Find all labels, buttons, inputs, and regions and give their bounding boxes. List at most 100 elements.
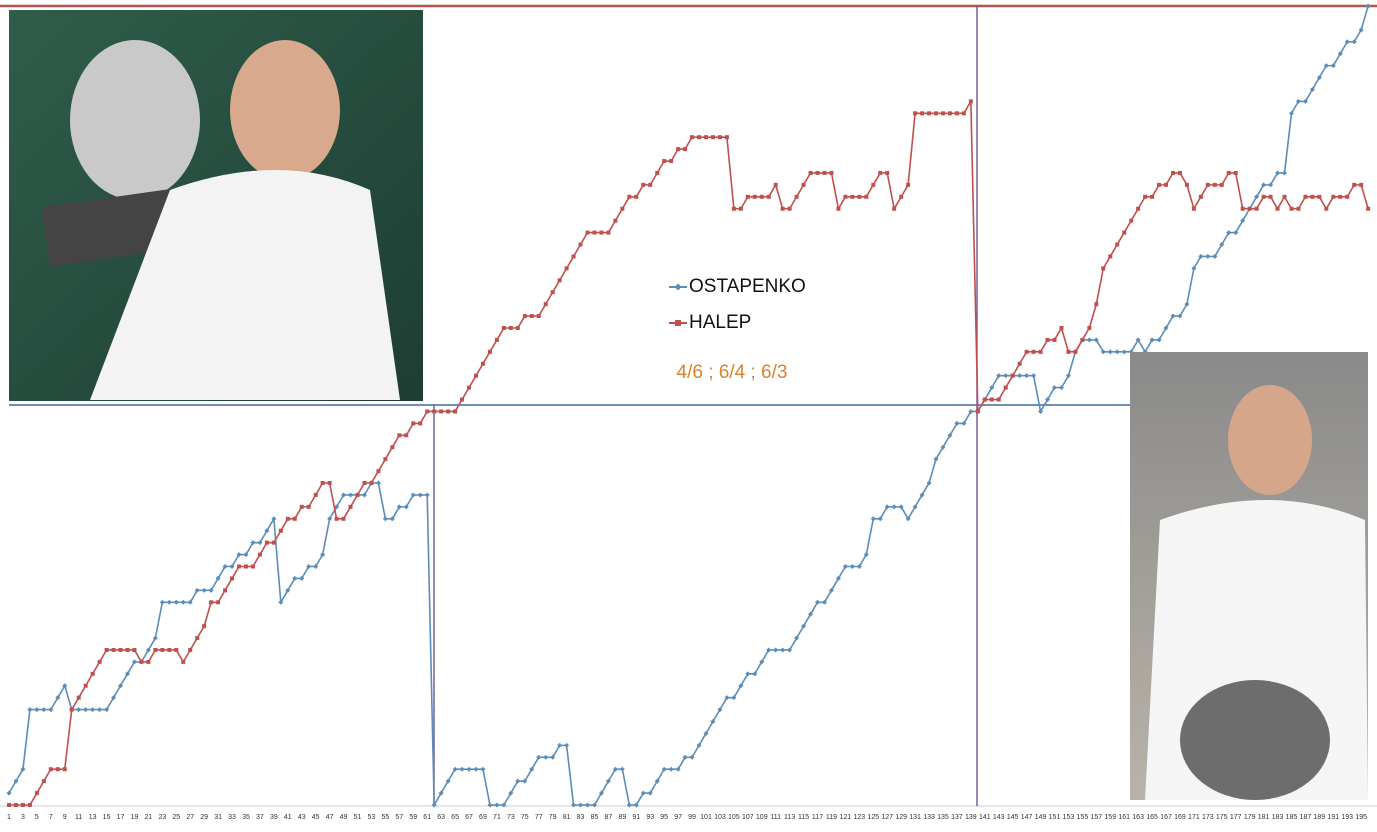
point (1330, 63, 1336, 69)
point (494, 337, 499, 342)
point (13, 803, 18, 807)
point (704, 135, 708, 140)
x-tick-label: 7 (49, 814, 53, 821)
x-tick-label: 191 (1327, 814, 1339, 821)
x-tick-label: 115 (798, 814, 809, 821)
point (884, 504, 890, 510)
point (1295, 98, 1301, 104)
x-tick-label: 167 (1160, 814, 1172, 821)
point (822, 170, 827, 175)
x-tick-label: 53 (368, 814, 376, 821)
x-tick-label: 91 (632, 814, 640, 821)
point (1121, 349, 1127, 355)
point (466, 766, 472, 772)
point (152, 635, 158, 641)
x-tick-label: 95 (660, 814, 668, 821)
point (424, 492, 430, 498)
x-tick-label: 77 (535, 814, 543, 821)
x-tick-label: 129 (895, 814, 907, 821)
point (97, 659, 102, 664)
point (62, 683, 68, 689)
point (411, 421, 416, 426)
point (90, 707, 96, 713)
x-tick-label: 83 (577, 814, 585, 821)
point (187, 599, 193, 605)
point (194, 587, 200, 593)
point (1087, 325, 1092, 330)
point (146, 659, 151, 664)
point (1275, 206, 1280, 211)
point (1031, 349, 1036, 354)
x-tick-label: 165 (1146, 814, 1158, 821)
point (648, 182, 653, 187)
x-tick-label: 1 (7, 814, 11, 821)
x-tick-label: 109 (756, 814, 768, 821)
point (1038, 349, 1043, 354)
point (83, 707, 89, 713)
point (27, 803, 32, 807)
point (752, 671, 758, 677)
point (264, 540, 269, 545)
point (627, 194, 632, 199)
point (905, 516, 911, 522)
point (864, 194, 869, 199)
x-tick-label: 39 (270, 814, 278, 821)
point (766, 647, 772, 653)
x-tick-label: 5 (35, 814, 39, 821)
point (1344, 39, 1350, 45)
point (271, 540, 276, 545)
point (1198, 253, 1204, 259)
point (1052, 337, 1057, 342)
point (264, 528, 270, 534)
x-tick-label: 57 (395, 814, 403, 821)
point (1296, 206, 1301, 211)
point (710, 719, 716, 725)
point (842, 563, 848, 569)
point (167, 647, 172, 652)
photo-halep (1130, 352, 1368, 800)
point (696, 742, 702, 748)
point (83, 683, 88, 688)
x-tick-label: 13 (89, 814, 97, 821)
point (752, 194, 757, 199)
point (885, 170, 890, 175)
point (34, 707, 40, 713)
point (1122, 230, 1127, 235)
point (473, 373, 478, 378)
point (940, 111, 945, 116)
x-tick-label: 41 (284, 814, 292, 821)
point (20, 803, 25, 807)
point (640, 790, 646, 796)
x-tick-label: 149 (1035, 814, 1047, 821)
x-tick-label: 69 (479, 814, 487, 821)
point (327, 516, 333, 522)
point (661, 766, 667, 772)
x-tick-label: 113 (784, 814, 795, 821)
point (1247, 206, 1252, 211)
point (1170, 313, 1176, 319)
point (452, 766, 458, 772)
point (647, 790, 653, 796)
x-tick-label: 49 (340, 814, 348, 821)
x-tick-label: 125 (867, 814, 879, 821)
point (1157, 182, 1162, 187)
point (870, 516, 876, 522)
point (1366, 206, 1371, 211)
point (515, 778, 521, 784)
point (641, 182, 646, 187)
point (201, 587, 207, 593)
x-tick-label: 147 (1021, 814, 1033, 821)
point (1275, 170, 1281, 176)
point (780, 647, 786, 653)
point (473, 766, 479, 772)
point (195, 636, 200, 641)
point (1254, 194, 1260, 200)
point (585, 230, 590, 235)
point (153, 647, 158, 652)
point (1045, 397, 1051, 403)
point (968, 99, 973, 104)
x-tick-label: 145 (1007, 814, 1019, 821)
x-tick-label: 177 (1230, 814, 1242, 821)
point (41, 779, 46, 784)
x-tick-label: 119 (826, 814, 837, 821)
